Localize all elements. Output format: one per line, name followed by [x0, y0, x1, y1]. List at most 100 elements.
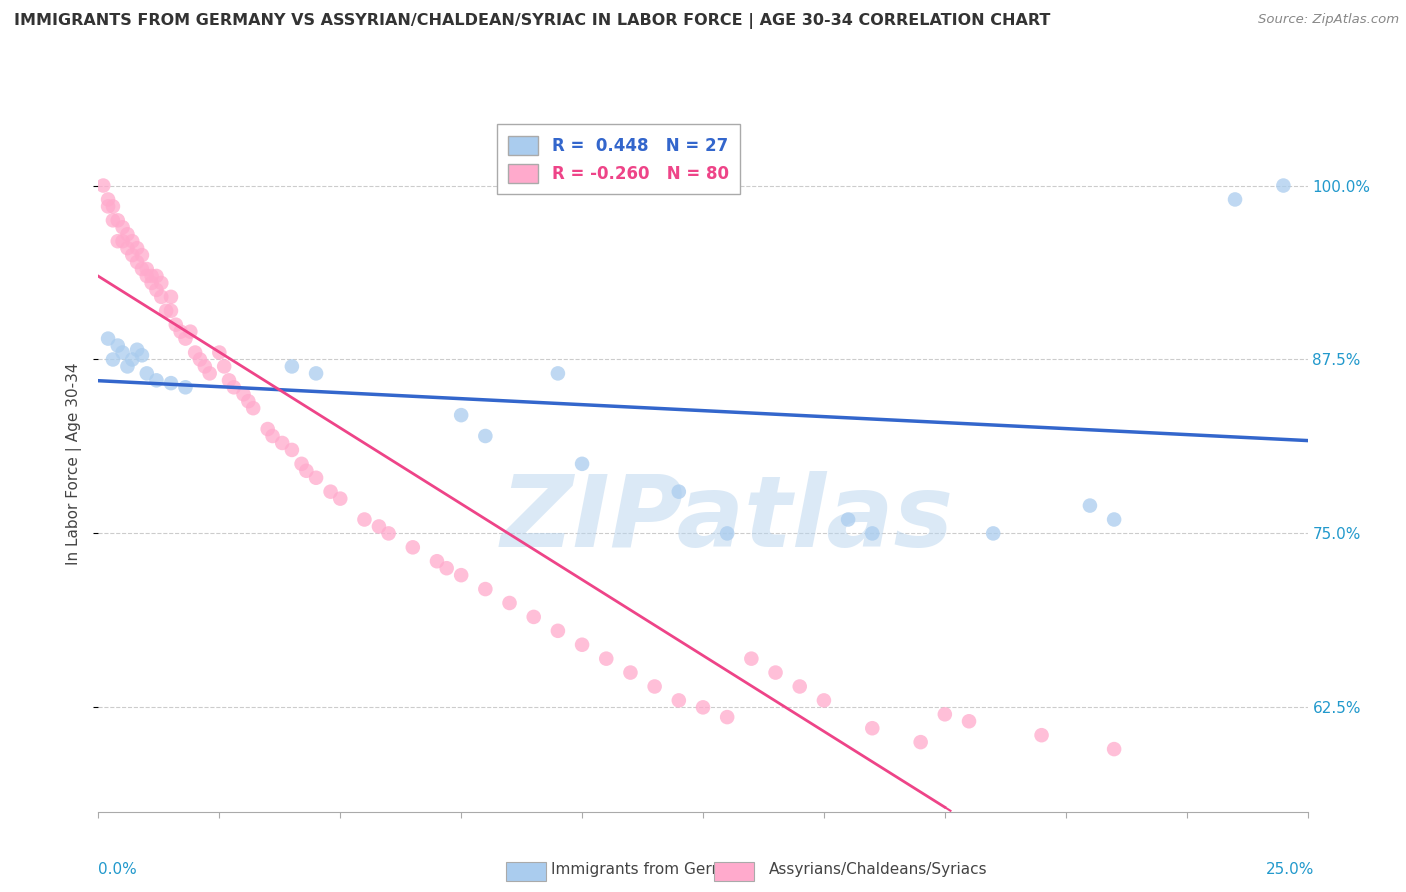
- Point: [295, 464, 318, 478]
- Point: [127, 255, 149, 269]
- Point: [101, 213, 124, 227]
- Point: [523, 610, 546, 624]
- Point: [450, 568, 472, 582]
- Point: [135, 367, 157, 381]
- Text: IMMIGRANTS FROM GERMANY VS ASSYRIAN/CHALDEAN/SYRIAC IN LABOR FORCE | AGE 30-34 C: IMMIGRANTS FROM GERMANY VS ASSYRIAN/CHAL…: [14, 13, 1050, 29]
- Point: [238, 394, 260, 409]
- Point: [117, 359, 139, 374]
- Point: [107, 213, 129, 227]
- Point: [474, 582, 496, 596]
- Point: [131, 248, 153, 262]
- Point: [121, 234, 143, 248]
- Point: [117, 227, 139, 242]
- Point: [474, 429, 496, 443]
- Text: 0.0%: 0.0%: [98, 863, 138, 877]
- Point: [619, 665, 641, 680]
- Point: [97, 332, 120, 346]
- Point: [91, 178, 114, 193]
- Point: [281, 359, 304, 374]
- Point: [402, 541, 425, 555]
- Point: [860, 721, 883, 735]
- Point: [595, 651, 617, 665]
- Point: [218, 373, 240, 387]
- Point: [101, 199, 124, 213]
- Text: Assyrians/Chaldeans/Syriacs: Assyrians/Chaldeans/Syriacs: [769, 863, 987, 877]
- Point: [212, 359, 235, 374]
- Point: [127, 241, 149, 255]
- Point: [150, 290, 173, 304]
- Point: [368, 519, 391, 533]
- Point: [111, 345, 134, 359]
- Point: [1223, 193, 1246, 207]
- Point: [668, 693, 690, 707]
- Legend: R =  0.448   N = 27, R = -0.260   N = 80: R = 0.448 N = 27, R = -0.260 N = 80: [496, 124, 740, 194]
- Point: [160, 303, 183, 318]
- Point: [194, 359, 217, 374]
- Point: [111, 220, 134, 235]
- Point: [353, 512, 375, 526]
- Point: [450, 408, 472, 422]
- Point: [188, 352, 211, 367]
- Point: [837, 512, 859, 526]
- Point: [1031, 728, 1053, 742]
- Point: [329, 491, 352, 506]
- Point: [957, 714, 980, 729]
- Point: [377, 526, 399, 541]
- Point: [319, 484, 342, 499]
- Point: [981, 526, 1004, 541]
- Point: [1102, 512, 1125, 526]
- Point: [242, 401, 264, 416]
- Point: [97, 193, 120, 207]
- Point: [1102, 742, 1125, 756]
- Point: [174, 380, 197, 394]
- Point: [271, 436, 294, 450]
- Point: [198, 367, 221, 381]
- Point: [305, 367, 328, 381]
- Point: [910, 735, 932, 749]
- Point: [131, 262, 153, 277]
- Point: [740, 651, 762, 665]
- Point: [789, 680, 811, 694]
- Point: [716, 526, 738, 541]
- Point: [305, 471, 328, 485]
- Point: [813, 693, 835, 707]
- Point: [141, 276, 163, 290]
- Point: [290, 457, 312, 471]
- Point: [131, 348, 153, 362]
- Point: [165, 318, 187, 332]
- Point: [107, 338, 129, 352]
- Point: [281, 442, 304, 457]
- Point: [765, 665, 787, 680]
- Point: [135, 268, 157, 283]
- Point: [174, 332, 197, 346]
- Point: [127, 343, 149, 357]
- Point: [179, 325, 201, 339]
- Text: Source: ZipAtlas.com: Source: ZipAtlas.com: [1258, 13, 1399, 27]
- Point: [256, 422, 278, 436]
- Point: [547, 624, 569, 638]
- Point: [141, 268, 163, 283]
- Point: [150, 276, 173, 290]
- Point: [571, 457, 593, 471]
- Point: [498, 596, 520, 610]
- Point: [155, 303, 177, 318]
- Text: ZIPatlas: ZIPatlas: [501, 471, 953, 568]
- Point: [547, 367, 569, 381]
- Point: [121, 248, 143, 262]
- Point: [1078, 499, 1101, 513]
- Point: [160, 376, 183, 391]
- Point: [121, 352, 143, 367]
- Point: [135, 262, 157, 277]
- Point: [160, 290, 183, 304]
- Text: 25.0%: 25.0%: [1267, 863, 1315, 877]
- Y-axis label: In Labor Force | Age 30-34: In Labor Force | Age 30-34: [66, 362, 83, 566]
- Point: [934, 707, 956, 722]
- Point: [232, 387, 254, 401]
- Point: [145, 373, 167, 387]
- Point: [571, 638, 593, 652]
- Point: [426, 554, 449, 568]
- Text: Immigrants from Germany: Immigrants from Germany: [551, 863, 755, 877]
- Point: [111, 234, 134, 248]
- Point: [436, 561, 458, 575]
- Point: [145, 283, 167, 297]
